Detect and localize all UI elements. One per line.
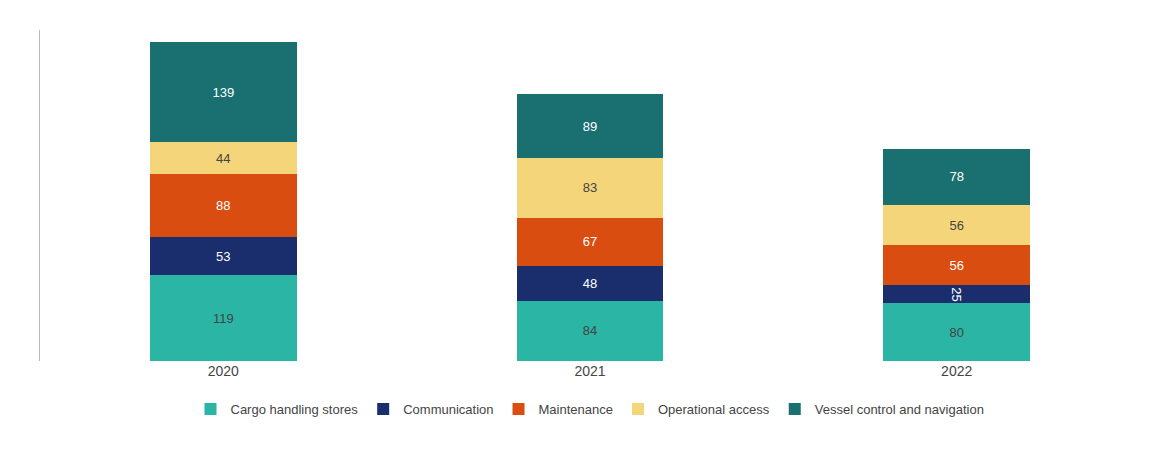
svg-text:Vessel control and navigation: Vessel control and navigation: [815, 402, 984, 417]
svg-text:119: 119: [213, 311, 234, 326]
svg-text:80: 80: [949, 325, 963, 340]
svg-text:Cargo handling stores: Cargo handling stores: [231, 402, 359, 417]
svg-text:2021: 2021: [574, 363, 605, 379]
svg-text:44: 44: [216, 151, 230, 166]
svg-text:Maintenance: Maintenance: [539, 402, 613, 417]
svg-text:88: 88: [216, 198, 230, 213]
svg-text:48: 48: [583, 276, 597, 291]
svg-text:Communication: Communication: [403, 402, 493, 417]
svg-text:89: 89: [583, 119, 597, 134]
svg-text:84: 84: [583, 323, 597, 338]
svg-text:83: 83: [583, 180, 597, 195]
svg-text:139: 139: [212, 85, 234, 100]
svg-text:56: 56: [949, 258, 963, 273]
svg-text:2022: 2022: [941, 363, 972, 379]
svg-text:25: 25: [949, 287, 964, 301]
svg-text:Operational access: Operational access: [658, 402, 770, 417]
svg-text:67: 67: [583, 234, 597, 249]
svg-text:53: 53: [216, 249, 230, 264]
svg-text:78: 78: [949, 169, 963, 184]
svg-text:56: 56: [949, 218, 963, 233]
svg-text:2020: 2020: [208, 363, 239, 379]
